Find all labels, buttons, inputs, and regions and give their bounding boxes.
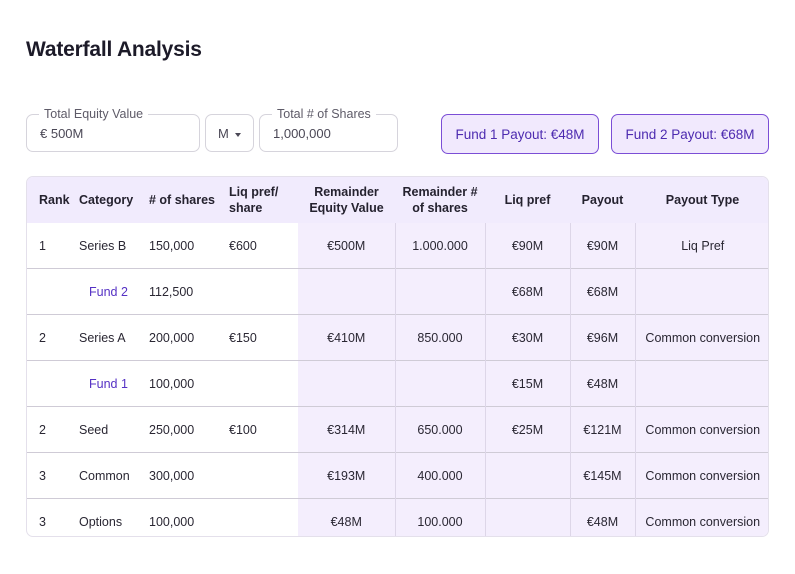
- page-title: Waterfall Analysis: [26, 38, 202, 61]
- header-remainder-shares-line1: Remainder #: [402, 185, 478, 199]
- total-shares-value[interactable]: 1,000,000: [273, 126, 331, 141]
- cell-payout-type: [634, 268, 768, 315]
- total-shares-label: Total # of Shares: [272, 107, 376, 121]
- cell-shares: 150,000: [149, 238, 195, 253]
- unit-select-value: M: [218, 126, 229, 141]
- header-payout: Payout: [570, 177, 635, 223]
- cell-payout-type: [634, 360, 768, 407]
- cell-rank: 2: [27, 406, 73, 453]
- cell-liq-pref: €90M: [484, 223, 570, 269]
- fund-1-payout-button[interactable]: Fund 1 Payout: €48M: [441, 114, 599, 154]
- cell-rank: 1: [39, 238, 46, 253]
- cell-remainder-equity: €48M: [298, 498, 395, 536]
- header-shares: # of shares: [143, 177, 223, 223]
- cell-category: Series B: [79, 238, 127, 253]
- header-remainder-shares: Remainder # of shares: [395, 177, 485, 223]
- table-row: Fund 1 100,000 €15M €48M: [27, 360, 768, 407]
- cell-payout: €90M: [569, 223, 635, 269]
- cell-liq-pref: €15M: [484, 360, 570, 407]
- cell-remainder-shares: [394, 268, 485, 315]
- cell-rank: 3: [27, 498, 73, 536]
- cell-payout: €96M: [569, 314, 635, 361]
- header-liq-pref: Liq pref: [485, 177, 570, 223]
- cell-shares: 100,000: [143, 498, 223, 536]
- total-shares-input[interactable]: Total # of Shares 1,000,000: [259, 107, 398, 152]
- cell-payout-type: Common conversion: [634, 314, 768, 361]
- cell-category: Options: [73, 498, 143, 536]
- table-row: 2 Series A 200,000 €150 €410M 850.000 €3…: [27, 314, 768, 361]
- header-liq-pref-share-line1: Liq pref/: [229, 185, 279, 199]
- cell-shares: 200,000: [143, 314, 223, 361]
- cell-liq-pref-share: [223, 452, 298, 499]
- unit-select[interactable]: M: [205, 114, 254, 152]
- cell-liq-pref: €30M: [484, 314, 570, 361]
- cell-payout-type: Common conversion: [634, 406, 768, 453]
- cell-liq-pref: €25M: [484, 406, 570, 453]
- total-equity-value-label: Total Equity Value: [39, 107, 149, 121]
- cell-payout: €48M: [569, 360, 635, 407]
- table-row: Fund 2 112,500 €68M €68M: [27, 268, 768, 315]
- cell-rank: [27, 268, 73, 315]
- cell-liq-pref-share: €100: [223, 406, 298, 453]
- cell-liq-pref: [484, 452, 570, 499]
- cell-category-fund[interactable]: Fund 2: [73, 268, 143, 315]
- cell-rank: 3: [27, 452, 73, 499]
- cell-liq-pref-share: €600: [229, 238, 257, 253]
- cell-liq-pref: €68M: [484, 268, 570, 315]
- table-row: 2 Seed 250,000 €100 €314M 650.000 €25M €…: [27, 406, 768, 453]
- cell-rank: [27, 360, 73, 407]
- table-row: 1 Series B 150,000 €600 €500M 1.000.000 …: [27, 223, 768, 269]
- cell-remainder-shares: 650.000: [394, 406, 485, 453]
- cell-remainder-equity: [298, 360, 395, 407]
- cell-remainder-shares: [394, 360, 485, 407]
- header-remainder-shares-line2: of shares: [412, 201, 468, 215]
- cell-rank: 2: [27, 314, 73, 361]
- cell-remainder-equity: €193M: [298, 452, 395, 499]
- caret-down-icon: [235, 133, 241, 137]
- cell-shares: 112,500: [143, 268, 223, 315]
- header-remainder-equity-line2: Equity Value: [309, 201, 384, 215]
- cell-payout-type: Liq Pref: [634, 223, 768, 269]
- cell-liq-pref-share: [223, 360, 298, 407]
- cell-shares: 300,000: [143, 452, 223, 499]
- cell-remainder-shares: 1.000.000: [394, 223, 485, 269]
- cell-shares: 100,000: [143, 360, 223, 407]
- table-row: 3 Options 100,000 €48M 100.000 €48M Comm…: [27, 498, 768, 536]
- table-header: Rank Category # of shares Liq pref/share…: [27, 177, 768, 223]
- cell-payout: €68M: [569, 268, 635, 315]
- header-remainder-equity: Remainder Equity Value: [298, 177, 395, 223]
- fund-2-payout-button[interactable]: Fund 2 Payout: €68M: [611, 114, 769, 154]
- cell-category-fund[interactable]: Fund 1: [73, 360, 143, 407]
- cell-payout-type: Common conversion: [634, 452, 768, 499]
- header-liq-pref-share: Liq pref/share: [223, 177, 298, 223]
- cell-remainder-equity: [298, 268, 395, 315]
- cell-liq-pref: [484, 498, 570, 536]
- cell-remainder-shares: 850.000: [394, 314, 485, 361]
- cell-shares: 250,000: [143, 406, 223, 453]
- header-payout-type: Payout Type: [635, 177, 768, 223]
- total-equity-value[interactable]: € 500M: [40, 126, 84, 141]
- table-row: 3 Common 300,000 €193M 400.000 €145M Com…: [27, 452, 768, 499]
- cell-remainder-equity: €500M: [298, 223, 395, 269]
- header-category: Category: [73, 177, 143, 223]
- cell-payout: €121M: [569, 406, 635, 453]
- header-remainder-equity-line1: Remainder: [314, 185, 379, 199]
- cell-remainder-shares: 100.000: [394, 498, 485, 536]
- cell-liq-pref-share: [223, 268, 298, 315]
- cell-liq-pref-share: €150: [223, 314, 298, 361]
- cell-payout-type: Common conversion: [634, 498, 768, 536]
- header-rank: Rank: [27, 177, 73, 223]
- cell-liq-pref-share: [223, 498, 298, 536]
- cell-category: Common: [73, 452, 143, 499]
- cell-payout: €145M: [569, 452, 635, 499]
- cell-category: Series A: [73, 314, 143, 361]
- cell-remainder-shares: 400.000: [394, 452, 485, 499]
- cell-category: Seed: [73, 406, 143, 453]
- cell-remainder-equity: €410M: [298, 314, 395, 361]
- waterfall-table: Rank Category # of shares Liq pref/share…: [26, 176, 769, 537]
- cell-remainder-equity: €314M: [298, 406, 395, 453]
- cell-payout: €48M: [569, 498, 635, 536]
- header-liq-pref-share-line2: share: [229, 201, 263, 215]
- total-equity-value-input[interactable]: Total Equity Value € 500M: [26, 107, 200, 152]
